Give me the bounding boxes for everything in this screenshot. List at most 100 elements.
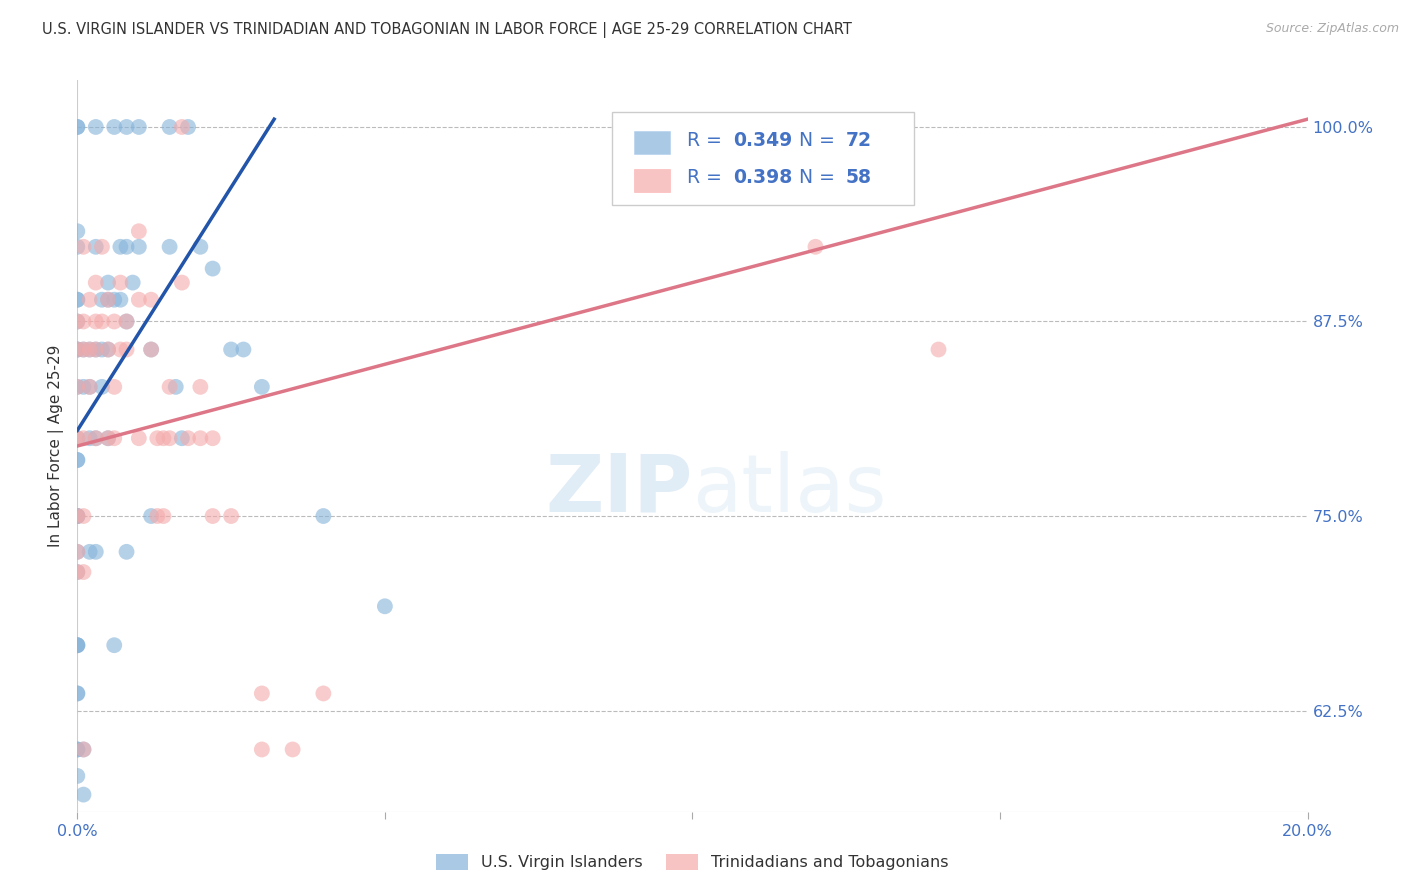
Point [188, 240, 212, 254]
Point [103, 120, 125, 134]
Text: atlas: atlas [693, 450, 887, 529]
Point [146, 431, 169, 445]
Point [188, 431, 212, 445]
Point [66, 769, 89, 783]
Point [72, 742, 94, 756]
Point [72, 314, 94, 328]
Point [141, 343, 163, 357]
Point [84, 240, 107, 254]
Point [159, 431, 181, 445]
Point [159, 120, 181, 134]
Point [66, 509, 89, 524]
Point [72, 343, 94, 357]
Point [110, 240, 132, 254]
Point [84, 431, 107, 445]
Legend: U.S. Virgin Islanders, Trinidadians and Tobagonians: U.S. Virgin Islanders, Trinidadians and … [430, 847, 955, 877]
Point [110, 343, 132, 357]
Point [374, 599, 396, 614]
Point [66, 343, 89, 357]
Point [66, 509, 89, 524]
Point [66, 742, 89, 756]
Point [165, 380, 187, 394]
Point [66, 314, 89, 328]
Text: 0.398: 0.398 [734, 168, 793, 187]
Point [72, 509, 94, 524]
Point [97, 293, 120, 307]
Point [66, 686, 89, 700]
Point [66, 431, 89, 445]
Point [66, 638, 89, 652]
Point [97, 431, 120, 445]
Point [201, 431, 224, 445]
Point [201, 261, 224, 276]
Point [66, 293, 89, 307]
Point [84, 343, 107, 357]
Point [66, 120, 89, 134]
Text: ZIP: ZIP [546, 450, 693, 529]
Point [170, 120, 193, 134]
Point [72, 742, 94, 756]
Point [312, 509, 335, 524]
Point [66, 509, 89, 524]
FancyBboxPatch shape [634, 169, 671, 192]
Point [177, 431, 200, 445]
Point [72, 565, 94, 579]
Point [66, 380, 89, 394]
Point [128, 120, 150, 134]
Point [90, 240, 114, 254]
Point [141, 293, 163, 307]
Point [804, 240, 827, 254]
Point [146, 509, 169, 524]
Point [66, 224, 89, 238]
Point [66, 314, 89, 328]
Point [110, 293, 132, 307]
Point [103, 638, 125, 652]
Point [66, 638, 89, 652]
Point [72, 380, 94, 394]
Point [84, 545, 107, 559]
Point [141, 509, 163, 524]
Point [152, 509, 174, 524]
Point [159, 380, 181, 394]
Point [79, 293, 101, 307]
Point [79, 343, 101, 357]
Point [79, 380, 101, 394]
Point [928, 343, 950, 357]
Text: Source: ZipAtlas.com: Source: ZipAtlas.com [1265, 22, 1399, 36]
Point [84, 343, 107, 357]
Point [97, 343, 120, 357]
Point [128, 224, 150, 238]
Point [250, 686, 273, 700]
Text: N =: N = [799, 168, 841, 187]
Point [97, 276, 120, 290]
Point [66, 120, 89, 134]
Y-axis label: In Labor Force | Age 25-29: In Labor Force | Age 25-29 [48, 345, 65, 547]
Point [66, 509, 89, 524]
Point [79, 545, 101, 559]
Point [103, 380, 125, 394]
Point [66, 686, 89, 700]
Point [115, 314, 138, 328]
Point [128, 431, 150, 445]
Point [90, 380, 114, 394]
Point [90, 343, 114, 357]
Point [97, 343, 120, 357]
Point [170, 276, 193, 290]
Point [115, 545, 138, 559]
Point [66, 293, 89, 307]
Point [72, 431, 94, 445]
Point [66, 545, 89, 559]
Point [177, 120, 200, 134]
Point [232, 343, 254, 357]
Point [66, 453, 89, 467]
Point [84, 120, 107, 134]
Point [72, 343, 94, 357]
Point [72, 240, 94, 254]
Point [250, 742, 273, 756]
Point [201, 509, 224, 524]
Point [152, 431, 174, 445]
Point [115, 120, 138, 134]
Point [90, 293, 114, 307]
Text: 58: 58 [845, 168, 872, 187]
Point [66, 240, 89, 254]
